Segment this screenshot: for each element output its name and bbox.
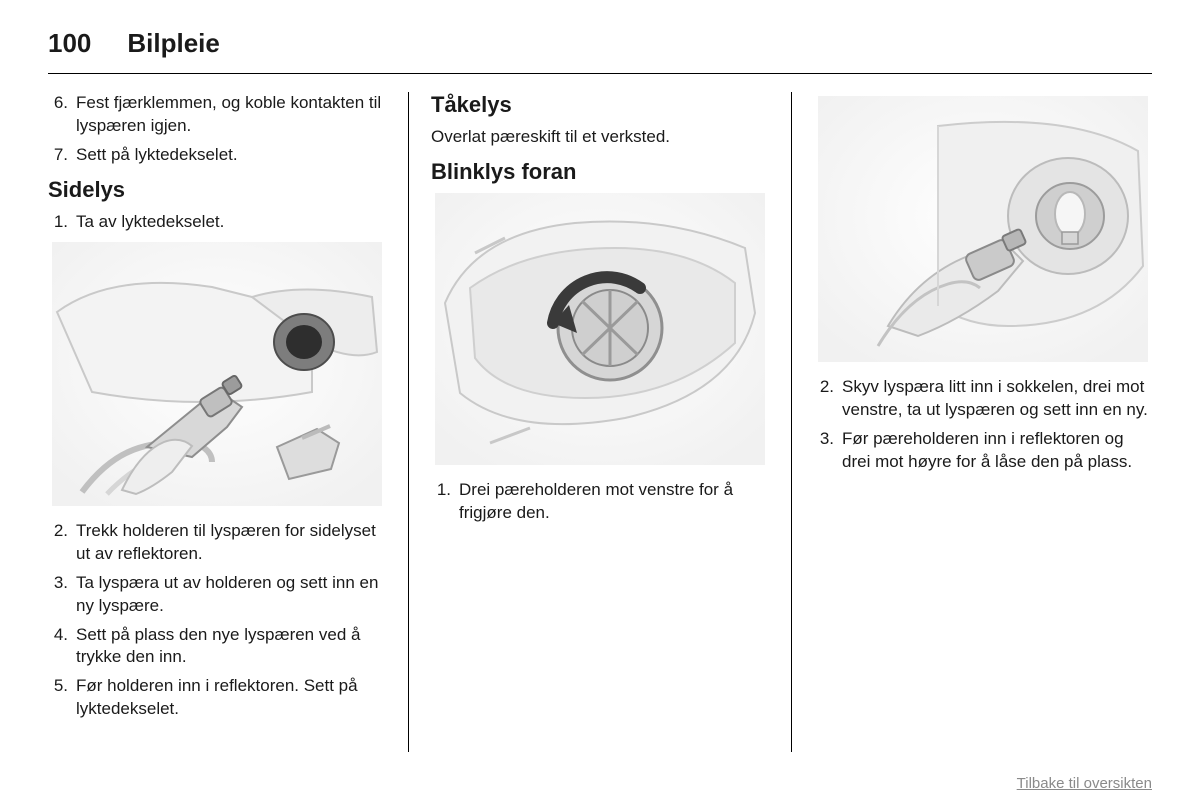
list-item: 1. Ta av lyktedekselet. <box>48 211 386 234</box>
columns: 6. Fest fjærklemmen, og koble kontakten … <box>48 92 1152 752</box>
heading-blinklys: Blinklys foran <box>431 159 769 185</box>
blinklys-list-post: 1. Drei pæreholderen mot venstre for å f… <box>431 479 769 525</box>
list-item: 4. Sett på plass den nye lyspæren ved å … <box>48 624 386 670</box>
list-text: Skyv lyspæra litt inn i sokkelen, drei m… <box>842 376 1152 422</box>
column-2: Tåkelys Overlat pæreskift til et verkste… <box>408 92 791 752</box>
list-number: 7. <box>48 144 68 167</box>
list-number: 3. <box>48 572 68 618</box>
list-text: Sett på lyktedekselet. <box>76 144 238 167</box>
manual-page: 100 Bilpleie 6. Fest fjærklemmen, og kob… <box>0 0 1200 802</box>
list-text: Sett på plass den nye lyspæren ved å try… <box>76 624 386 670</box>
figure-sidelys <box>48 242 386 506</box>
page-header: 100 Bilpleie <box>48 28 1152 74</box>
list-number: 3. <box>814 428 834 474</box>
col3-list-post: 2. Skyv lyspæra litt inn i sokkelen, dre… <box>814 376 1152 474</box>
section-title: Bilpleie <box>127 28 219 59</box>
list-number: 1. <box>48 211 68 234</box>
list-text: Ta lyspæra ut av holderen og sett inn en… <box>76 572 386 618</box>
heading-sidelys: Sidelys <box>48 177 386 203</box>
page-number: 100 <box>48 28 91 59</box>
list-number: 2. <box>48 520 68 566</box>
list-item: 6. Fest fjærklemmen, og koble kontakten … <box>48 92 386 138</box>
sidelys-list-post: 2. Trekk holderen til lyspæren for sidel… <box>48 520 386 722</box>
column-1: 6. Fest fjærklemmen, og koble kontakten … <box>48 92 408 752</box>
list-number: 5. <box>48 675 68 721</box>
list-number: 6. <box>48 92 68 138</box>
list-number: 4. <box>48 624 68 670</box>
list-text: Fest fjærklemmen, og koble kontakten til… <box>76 92 386 138</box>
list-text: Trekk holderen til lyspæren for sidelyse… <box>76 520 386 566</box>
list-text: Drei pæreholderen mot venstre for å frig… <box>459 479 769 525</box>
list-text: Før pæreholderen inn i reflektoren og dr… <box>842 428 1152 474</box>
figure-bulb-twist <box>814 96 1152 362</box>
list-item: 5. Før holderen inn i reflektoren. Sett … <box>48 675 386 721</box>
list-text: Før holderen inn i reflektoren. Sett på … <box>76 675 386 721</box>
figure-blinklys <box>431 193 769 465</box>
list-item: 7. Sett på lyktedekselet. <box>48 144 386 167</box>
list-item: 2. Trekk holderen til lyspæren for sidel… <box>48 520 386 566</box>
list-number: 2. <box>814 376 834 422</box>
column-3: 2. Skyv lyspæra litt inn i sokkelen, dre… <box>791 92 1152 752</box>
list-item: 3. Før pæreholderen inn i reflektoren og… <box>814 428 1152 474</box>
list-text: Ta av lyktedekselet. <box>76 211 224 234</box>
list-number: 1. <box>431 479 451 525</box>
list-item: 2. Skyv lyspæra litt inn i sokkelen, dre… <box>814 376 1152 422</box>
takelys-text: Overlat pæreskift til et verksted. <box>431 126 769 149</box>
sidelys-list-pre: 1. Ta av lyktedekselet. <box>48 211 386 234</box>
list-item: 3. Ta lyspæra ut av holderen og sett inn… <box>48 572 386 618</box>
back-to-overview-link[interactable]: Tilbake til oversikten <box>1017 775 1152 792</box>
heading-takelys: Tåkelys <box>431 92 769 118</box>
continued-list: 6. Fest fjærklemmen, og koble kontakten … <box>48 92 386 167</box>
list-item: 1. Drei pæreholderen mot venstre for å f… <box>431 479 769 525</box>
